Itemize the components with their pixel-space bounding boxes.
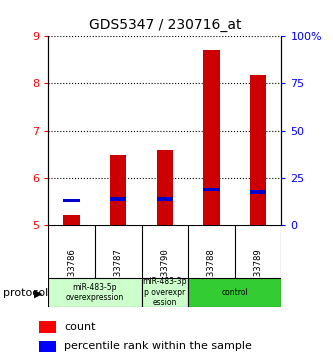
- Bar: [157, 151, 173, 225]
- Bar: [63, 199, 80, 202]
- Bar: [110, 155, 127, 225]
- Text: protocol: protocol: [3, 288, 49, 298]
- Text: GSM1233789: GSM1233789: [253, 249, 263, 302]
- Bar: [142, 278, 188, 307]
- Bar: [250, 190, 266, 194]
- Text: ▶: ▶: [34, 288, 42, 298]
- Bar: [63, 215, 80, 225]
- Text: control: control: [221, 288, 248, 297]
- Text: GSM1233788: GSM1233788: [207, 249, 216, 302]
- Bar: [110, 197, 127, 201]
- Bar: [39, 321, 56, 333]
- Bar: [39, 340, 56, 352]
- Text: GSM1233790: GSM1233790: [160, 249, 169, 302]
- Text: GSM1233787: GSM1233787: [114, 249, 123, 302]
- Bar: [48, 278, 142, 307]
- Text: GSM1233786: GSM1233786: [67, 249, 76, 302]
- Text: percentile rank within the sample: percentile rank within the sample: [65, 341, 252, 351]
- Bar: [203, 188, 220, 191]
- Text: count: count: [65, 322, 96, 332]
- Bar: [203, 49, 220, 225]
- Text: miR-483-3p
p overexpr
ession: miR-483-3p p overexpr ession: [143, 277, 187, 307]
- Title: GDS5347 / 230716_at: GDS5347 / 230716_at: [89, 19, 241, 33]
- Bar: [188, 278, 281, 307]
- Bar: [250, 75, 266, 225]
- Text: miR-483-5p
overexpression: miR-483-5p overexpression: [66, 282, 124, 302]
- Bar: [157, 197, 173, 201]
